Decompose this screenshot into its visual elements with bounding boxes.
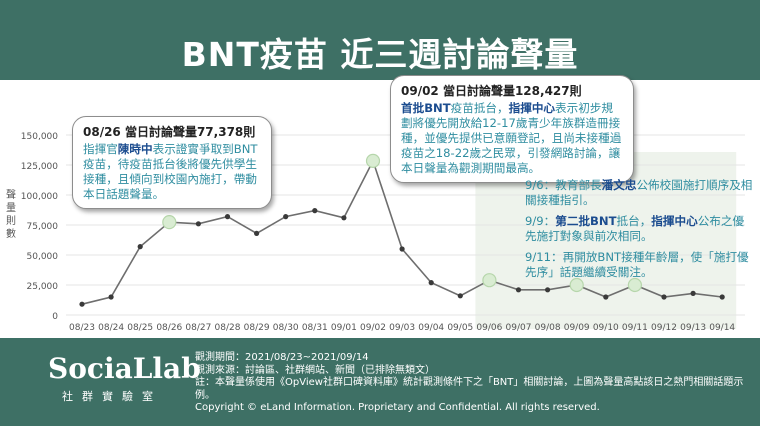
footer-period: 觀測期間：2021/08/23~2021/09/14 [195, 352, 369, 363]
highlight-point [482, 273, 497, 288]
data-point [545, 287, 551, 293]
callout-0826: 08/26 當日討論聲量77,378則 指揮官陳時中表示證實爭取到BNT疫苗，待… [72, 116, 272, 209]
page-title: BNT疫苗 近三週討論聲量 [181, 35, 579, 74]
side-note-0911: 9/11：再開放BNT接種年齡層，使「施打優先序」話題繼續受關注。 [525, 250, 749, 279]
x-tick-label: 08/28 [215, 323, 241, 333]
data-point [661, 294, 667, 300]
x-tick-label: 08/23 [69, 323, 95, 333]
x-tick-label: 09/03 [389, 323, 415, 333]
x-tick-label: 08/25 [127, 323, 153, 333]
data-point [108, 294, 114, 300]
highlight-point [627, 277, 643, 293]
y-tick-label: 150,000 [21, 132, 58, 142]
data-point [312, 208, 318, 214]
data-point [137, 244, 143, 250]
side-note-0906: 9/6：教育部長潘文忠公佈校園施打順序及相關接種指引。 [525, 178, 753, 207]
highlight-point [162, 215, 177, 230]
x-tick-label: 08/24 [98, 323, 124, 333]
x-tick-label: 09/04 [418, 323, 444, 333]
data-point [224, 214, 231, 220]
socialab-logo-subtitle: 社群實驗室 [62, 390, 162, 403]
callout-0902-body: 首批BNT疫苗抵台，指揮中心表示初步規劃將優先開放給12-17歲青少年族群造冊接… [401, 101, 622, 175]
x-tick-label: 09/06 [476, 323, 502, 333]
x-tick-label: 09/01 [331, 323, 357, 333]
callout-0902-head: 09/02 當日討論聲量128,427則 [401, 84, 582, 98]
x-tick-label: 09/14 [709, 323, 735, 333]
data-point [283, 214, 289, 220]
x-tick-label: 09/07 [506, 323, 532, 333]
y-tick-label: 0 [52, 312, 58, 322]
footer-note: 註：本聲量係使用《OpView社群口碑資料庫》統計觀測條件下之「BNT」相關討論… [195, 377, 744, 401]
y-tick-label: 75,000 [27, 222, 59, 232]
x-tick-label: 08/31 [302, 323, 328, 333]
x-tick-label: 09/10 [593, 323, 619, 333]
footer-notes: 觀測期間：2021/08/23~2021/09/14 觀測來源：討論區、社群網站… [195, 352, 760, 415]
x-tick-label: 08/29 [244, 323, 270, 333]
y-tick-label: 100,000 [21, 192, 58, 202]
y-tick-label: 125,000 [21, 162, 58, 172]
x-tick-label: 09/09 [564, 323, 590, 333]
y-axis-label-char: 則 [6, 215, 16, 227]
y-axis-label-char: 聲 [6, 188, 16, 201]
data-point [79, 301, 85, 307]
x-tick-label: 09/13 [680, 323, 706, 333]
x-tick-label: 09/11 [622, 323, 648, 333]
chart-panel: 0 25,000 50,000 75,000 100,000 125,000 150,000… [0, 75, 760, 338]
highlight-point [569, 277, 584, 293]
footer-copyright: Copyright © eLand Information. Proprieta… [195, 402, 600, 413]
data-point [254, 230, 260, 236]
x-tick-label: 08/27 [185, 323, 211, 333]
data-point [690, 290, 696, 296]
data-point [719, 294, 725, 300]
footer-source: 觀測來源：討論區、社群網站、新聞（已排除無類文） [195, 364, 435, 376]
side-notes: 9/6：教育部長潘文忠公佈校園施打順序及相關接種指引。 9/9：第二批BNT抵台… [525, 178, 755, 286]
data-point [603, 294, 609, 300]
x-tick-label: 09/12 [651, 323, 677, 333]
x-tick-label: 09/02 [360, 323, 386, 333]
callout-0826-head: 08/26 當日討論聲量77,378則 [83, 125, 256, 139]
data-point [515, 287, 522, 293]
x-tick-label: 08/26 [156, 323, 182, 333]
data-point [457, 293, 463, 299]
callout-0826-body: 指揮官陳時中表示證實爭取到BNT疫苗，待疫苗抵台後將優先供學生接種，且傾向到校園… [83, 142, 258, 201]
x-tick-label: 09/08 [535, 323, 561, 333]
data-point [399, 246, 405, 252]
y-axis-label-char: 量 [6, 202, 16, 214]
callout-0902: 09/02 當日討論聲量128,427則 首批BNT疫苗抵台，指揮中心表示初步規… [390, 75, 634, 183]
side-note-0909: 9/9：第二批BNT抵台，指揮中心公布之優先施打對象與前次相同。 [525, 214, 745, 243]
highlight-point [365, 153, 381, 168]
footer: SociaLlab 社群實驗室 觀測期間：2021/08/23~2021/09/… [0, 340, 760, 426]
x-tick-label: 08/30 [273, 323, 299, 333]
socialab-logo: SociaLlab [48, 352, 201, 385]
data-point [341, 215, 347, 221]
y-axis-label-char: 數 [6, 227, 16, 240]
data-point [428, 280, 434, 286]
data-point [195, 221, 201, 227]
y-tick-label: 50,000 [27, 252, 59, 262]
x-tick-label: 09/05 [447, 323, 473, 333]
y-tick-label: 25,000 [27, 282, 59, 292]
